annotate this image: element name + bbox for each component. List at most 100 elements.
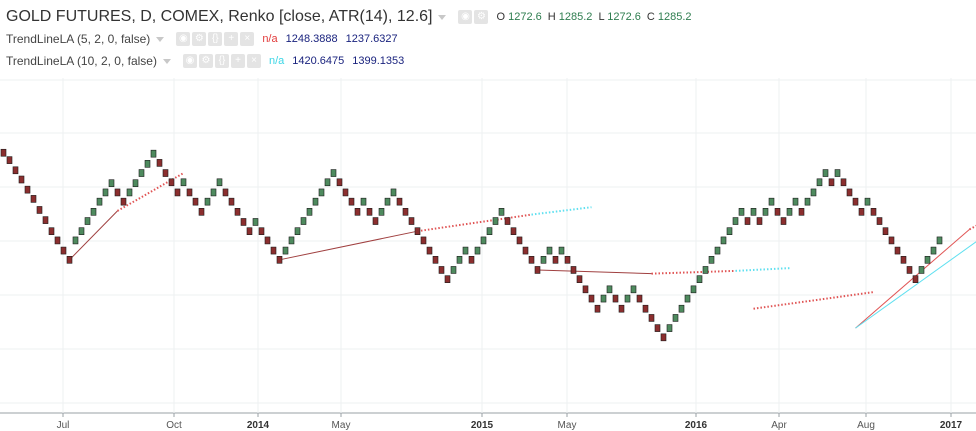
renko-brick <box>816 178 823 187</box>
renko-brick <box>852 197 859 206</box>
renko-brick <box>336 178 343 187</box>
renko-brick <box>354 208 361 216</box>
renko-brick <box>858 208 865 216</box>
chevron-down-icon[interactable] <box>156 36 165 42</box>
renko-brick <box>558 246 565 255</box>
renko-brick <box>114 188 121 197</box>
trend-line <box>537 269 652 275</box>
renko-brick <box>480 236 487 245</box>
renko-brick <box>936 236 943 245</box>
renko-brick <box>66 256 73 264</box>
renko-brick <box>786 208 793 216</box>
renko-brick <box>654 324 661 332</box>
renko-brick <box>456 256 463 264</box>
close-icon[interactable]: × <box>240 32 255 46</box>
renko-brick <box>582 285 589 294</box>
renko-brick <box>30 195 37 203</box>
add-icon[interactable]: + <box>224 32 239 46</box>
renko-brick <box>588 294 595 303</box>
indicator-1-title[interactable]: TrendLineLA (5, 2, 0, false) <box>6 32 151 46</box>
ohlc-open-value: 1272.6 <box>508 11 542 23</box>
renko-brick <box>162 169 169 177</box>
x-axis: Jul Oct 2014 May 2015 May 2016 Apr Aug 2017 <box>57 413 963 431</box>
renko-brick <box>564 256 571 264</box>
eye-icon[interactable]: ◉ <box>458 10 473 24</box>
eye-icon[interactable]: ◉ <box>182 54 197 68</box>
renko-brick <box>222 188 229 197</box>
renko-brick <box>798 208 805 216</box>
renko-brick <box>684 294 691 303</box>
renko-brick <box>396 197 403 206</box>
renko-brick <box>906 266 913 274</box>
renko-brick <box>912 275 919 283</box>
renko-brick <box>18 175 25 184</box>
indicator-legend-1[interactable]: TrendLineLA (5, 2, 0, false) ◉ ⚙ {} + × … <box>6 32 406 46</box>
source-code-icon[interactable]: {} <box>214 54 229 68</box>
renko-brick <box>438 266 445 274</box>
indicator-2-buttons: ◉ ⚙ {} + × <box>182 54 261 68</box>
renko-brick <box>552 256 559 264</box>
indicator-legend-2[interactable]: TrendLineLA (10, 2, 0, false) ◉ ⚙ {} + ×… <box>6 54 412 68</box>
main-series-buttons: ◉ ⚙ <box>458 10 489 24</box>
add-icon[interactable]: + <box>230 54 245 68</box>
x-tick-label: May <box>332 420 351 431</box>
renko-brick <box>876 217 883 225</box>
renko-brick <box>642 304 649 313</box>
renko-brick <box>42 216 49 224</box>
renko-bricks <box>0 148 943 342</box>
renko-brick <box>318 188 325 197</box>
renko-brick <box>846 188 853 197</box>
renko-brick <box>282 246 289 255</box>
renko-brick <box>774 208 781 216</box>
trend-line <box>279 230 418 261</box>
renko-brick <box>48 227 55 235</box>
x-tick-label: Jul <box>57 420 70 431</box>
close-icon[interactable]: × <box>246 54 261 68</box>
renko-brick <box>444 275 451 283</box>
renko-brick <box>492 217 499 225</box>
chart-legend: GOLD FUTURES, D, COMEX, Renko [close, AT… <box>0 0 976 80</box>
renko-brick <box>252 218 259 226</box>
renko-brick <box>666 324 673 332</box>
indicator-1-na: n/a <box>262 33 278 45</box>
renko-brick <box>378 208 385 216</box>
renko-brick <box>54 236 61 245</box>
renko-brick <box>180 178 187 187</box>
renko-brick <box>360 197 367 206</box>
indicator-1-buttons: ◉ ⚙ {} + × <box>176 32 255 46</box>
indicator-1-value-2: 1237.6327 <box>345 33 398 45</box>
renko-brick <box>126 188 133 197</box>
renko-brick <box>276 256 283 264</box>
ohlc-high-value: 1285.2 <box>558 11 593 23</box>
main-series-legend[interactable]: GOLD FUTURES, D, COMEX, Renko [close, AT… <box>6 8 692 26</box>
chevron-down-icon[interactable] <box>438 14 447 20</box>
indicator-2-title[interactable]: TrendLineLA (10, 2, 0, false) <box>6 54 157 68</box>
renko-brick <box>486 227 493 235</box>
source-code-icon[interactable]: {} <box>208 32 223 46</box>
renko-brick <box>924 256 931 264</box>
eye-icon[interactable]: ◉ <box>176 32 191 46</box>
settings-icon[interactable]: ⚙ <box>198 54 213 68</box>
chevron-down-icon[interactable] <box>162 58 171 64</box>
renko-brick <box>930 246 937 255</box>
renko-brick <box>342 188 349 197</box>
renko-brick <box>228 197 235 206</box>
renko-brick <box>288 236 295 245</box>
settings-icon[interactable]: ⚙ <box>192 32 207 46</box>
settings-icon[interactable]: ⚙ <box>474 10 489 24</box>
ohlc-close-label: C <box>646 11 655 23</box>
renko-brick <box>384 197 391 206</box>
trend-line <box>735 267 790 272</box>
renko-brick <box>540 256 547 264</box>
renko-brick <box>756 217 763 225</box>
renko-brick <box>240 218 247 226</box>
main-series-title[interactable]: GOLD FUTURES, D, COMEX, Renko [close, AT… <box>6 8 433 25</box>
indicator-2-value-1: 1420.6475 <box>292 55 345 67</box>
renko-brick <box>600 294 607 303</box>
renko-brick <box>660 333 667 342</box>
renko-brick <box>426 246 433 255</box>
renko-brick <box>606 285 613 294</box>
renko-brick <box>534 266 541 274</box>
renko-brick <box>462 246 469 255</box>
